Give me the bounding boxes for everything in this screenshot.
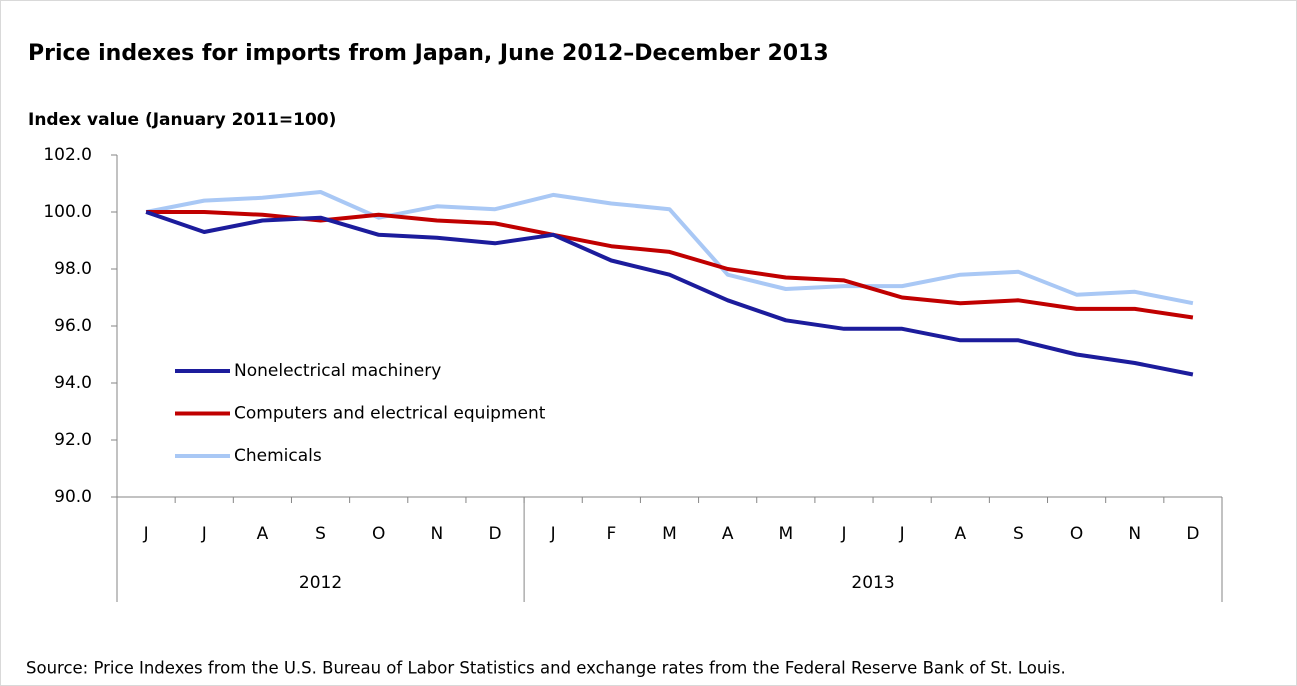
y-axis-title: Index value (January 2011=100) — [28, 110, 336, 130]
legend-label: Chemicals — [234, 446, 322, 466]
x-tick-label: M — [662, 524, 677, 544]
x-tick-label: M — [778, 524, 793, 544]
source: Source: Price Indexes from the U.S. Bure… — [26, 659, 1066, 678]
x-tick-label: A — [722, 524, 734, 544]
y-tick-label: 102.0 — [43, 145, 92, 165]
y-tick-label: 96.0 — [54, 316, 92, 336]
y-tick-label: 98.0 — [54, 259, 92, 279]
x-tick-label: A — [257, 524, 269, 544]
y-tick-label: 100.0 — [43, 202, 92, 222]
x-tick-label: F — [606, 524, 616, 544]
series-line — [146, 210, 1194, 320]
x-group-label: 2013 — [851, 573, 894, 593]
x-tick-label: J — [143, 524, 149, 544]
x-tick-label: S — [315, 524, 326, 544]
x-tick-label: D — [488, 524, 501, 544]
chart-title: Price indexes for imports from Japan, Ju… — [28, 41, 829, 66]
y-tick-label: 90.0 — [54, 487, 92, 507]
legend-label: Nonelectrical machinery — [234, 361, 441, 381]
x-tick-label: J — [899, 524, 905, 544]
x-tick-label: O — [372, 524, 385, 544]
x-tick-label: D — [1186, 524, 1199, 544]
x-tick-label: J — [201, 524, 207, 544]
x-tick-label: J — [550, 524, 556, 544]
series-line — [145, 210, 1194, 377]
y-tick-label: 92.0 — [54, 430, 92, 450]
series-line — [145, 190, 1194, 306]
x-tick-label: J — [840, 524, 846, 544]
x-tick-label: N — [431, 524, 444, 544]
x-tick-label: A — [954, 524, 966, 544]
x-tick-label: S — [1013, 524, 1024, 544]
x-tick-label: N — [1128, 524, 1141, 544]
y-tick-label: 94.0 — [54, 373, 92, 393]
legend-label: Computers and electrical equipment — [234, 404, 546, 424]
x-group-label: 2012 — [299, 573, 342, 593]
x-tick-label: O — [1070, 524, 1083, 544]
